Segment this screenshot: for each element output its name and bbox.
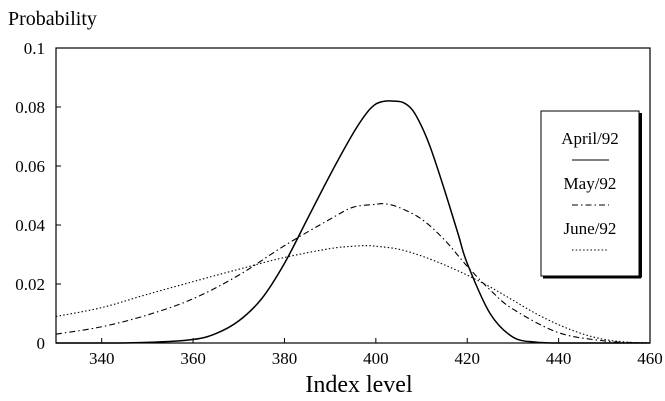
y-tick-label: 0.06 <box>15 157 45 176</box>
x-tick-label: 380 <box>272 349 298 368</box>
series-lines <box>55 100 651 344</box>
y-tick-label: 0 <box>37 334 46 353</box>
x-tick-label: 400 <box>363 349 389 368</box>
y-tick-label: 0.08 <box>15 98 45 117</box>
legend-label-3: June/92 <box>564 219 617 238</box>
series-line-1 <box>56 100 650 344</box>
x-axis-title: Index level <box>305 372 413 398</box>
series-line-3 <box>55 245 651 344</box>
x-tick-label: 360 <box>180 349 206 368</box>
y-tick-label: 0.02 <box>15 275 45 294</box>
y-tick-label: 0.04 <box>15 216 45 235</box>
legend-label-1: April/92 <box>561 129 619 148</box>
axis-ticks: 340 360 380 400 420 440 460 0 0.02 0.04 0.06 0.08 0.… <box>15 39 663 368</box>
legend-label-2: May/92 <box>564 174 617 193</box>
x-tick-label: 440 <box>546 349 572 368</box>
x-tick-label: 340 <box>89 349 115 368</box>
series-line-2 <box>55 203 651 344</box>
y-axis-title: Probability <box>8 8 97 30</box>
x-tick-label: 460 <box>637 349 663 368</box>
legend: April/92 May/92 June/92 <box>540 110 642 279</box>
legend-box <box>540 110 640 277</box>
y-tick-label: 0.1 <box>24 39 45 58</box>
x-tick-label: 420 <box>454 349 480 368</box>
plot-area-frame <box>55 47 651 344</box>
